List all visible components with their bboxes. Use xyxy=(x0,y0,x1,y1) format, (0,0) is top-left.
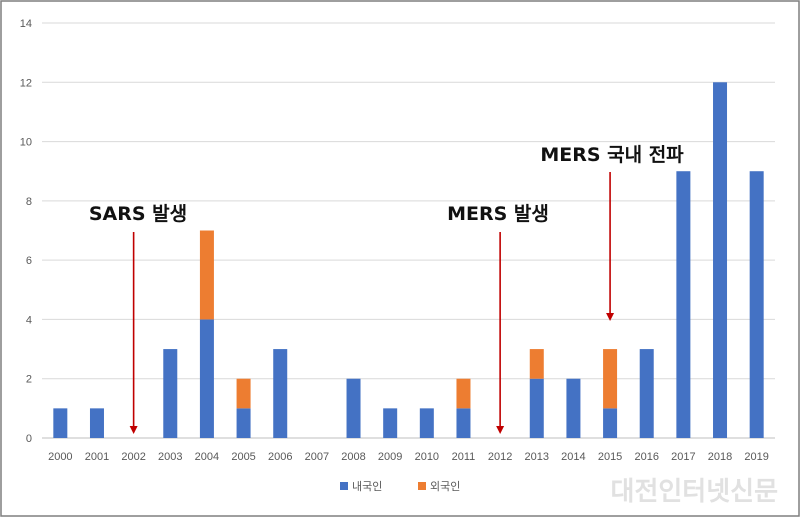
bars xyxy=(53,82,764,439)
y-tick-label: 10 xyxy=(20,137,32,149)
bar-domestic xyxy=(456,408,471,438)
annotation-label: MERS 국내 전파 xyxy=(540,144,684,166)
bar-domestic xyxy=(89,408,104,438)
axis-labels: 0 2 4 6 8 10 12 14 2000 2001 2002 2003 2004 2005 2006 2… xyxy=(20,18,769,463)
bar-domestic xyxy=(346,378,361,438)
watermark-text: 대전인터넷신문 xyxy=(611,477,779,507)
x-tick-label: 2005 xyxy=(231,451,255,463)
annotation-arrow-head xyxy=(496,426,505,434)
x-tick-label: 2014 xyxy=(561,451,585,463)
bar-domestic xyxy=(383,408,398,438)
y-tick-label: 14 xyxy=(20,18,32,30)
x-tick-label: 2018 xyxy=(708,451,732,463)
bar-domestic xyxy=(199,319,214,438)
y-tick-label: 4 xyxy=(26,314,32,326)
bar-domestic xyxy=(603,408,618,438)
bar-domestic xyxy=(676,171,691,438)
x-tick-label: 2012 xyxy=(488,451,512,463)
y-tick-label: 6 xyxy=(26,255,32,267)
annotation-arrow-head xyxy=(606,313,615,321)
bar-domestic xyxy=(566,378,581,438)
bar-foreign xyxy=(456,378,471,409)
legend: 내국인 외국인 xyxy=(340,480,460,493)
annotation-arrow-head xyxy=(129,426,138,434)
y-tick-label: 0 xyxy=(26,433,32,445)
legend-swatch xyxy=(340,482,348,490)
x-tick-label: 2007 xyxy=(305,451,329,463)
bar-domestic xyxy=(529,378,544,438)
bar-foreign xyxy=(199,230,214,320)
bar-domestic xyxy=(163,349,178,438)
y-tick-label: 2 xyxy=(26,374,32,386)
x-tick-label: 2000 xyxy=(48,451,72,463)
x-tick-label: 2006 xyxy=(268,451,292,463)
bar-domestic xyxy=(749,171,764,438)
x-tick-label: 2004 xyxy=(195,451,219,463)
bar-domestic xyxy=(236,408,251,438)
legend-swatch xyxy=(418,482,426,490)
bar-domestic xyxy=(639,349,654,438)
bar-domestic xyxy=(419,408,434,438)
x-tick-label: 2003 xyxy=(158,451,182,463)
y-tick-label: 12 xyxy=(20,77,32,89)
x-tick-label: 2019 xyxy=(744,451,768,463)
legend-label: 외국인 xyxy=(430,480,460,493)
bar-domestic xyxy=(713,82,728,439)
bar-domestic xyxy=(273,349,288,438)
annotation-label: SARS 발생 xyxy=(89,203,187,225)
x-tick-label: 2009 xyxy=(378,451,402,463)
bar-domestic xyxy=(53,408,68,438)
bar-foreign xyxy=(603,349,618,409)
x-tick-label: 2011 xyxy=(452,451,476,463)
annotation-label: MERS 발생 xyxy=(447,203,549,225)
bar-foreign xyxy=(529,349,544,379)
x-tick-label: 2015 xyxy=(598,451,622,463)
x-tick-label: 2010 xyxy=(415,451,439,463)
x-tick-label: 2013 xyxy=(525,451,549,463)
x-tick-label: 2016 xyxy=(634,451,658,463)
legend-label: 내국인 xyxy=(352,480,382,493)
bar-foreign xyxy=(236,378,251,409)
x-tick-label: 2017 xyxy=(671,451,695,463)
annotations: SARS 발생 MERS 발생 MERS 국내 전파 xyxy=(89,144,684,434)
y-tick-label: 8 xyxy=(26,196,32,208)
x-tick-label: 2008 xyxy=(341,451,365,463)
x-tick-label: 2001 xyxy=(85,451,109,463)
x-tick-label: 2002 xyxy=(121,451,145,463)
